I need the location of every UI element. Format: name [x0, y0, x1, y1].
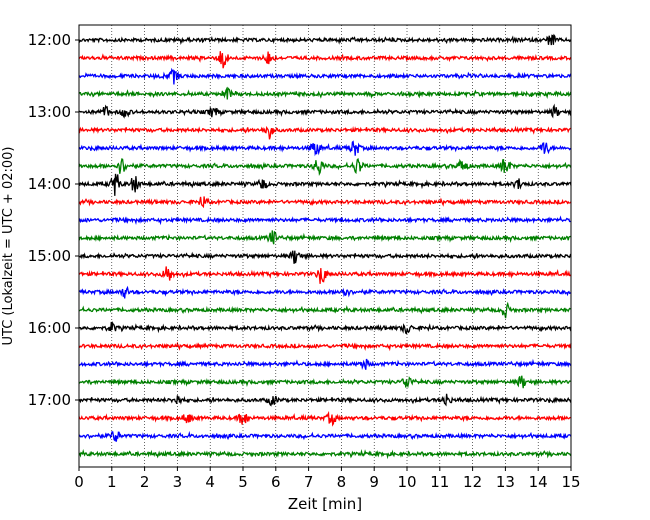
trace-1530 — [78, 285, 572, 299]
trace-1315 — [78, 125, 571, 140]
trace-1745 — [78, 448, 572, 460]
x-tick-label: 7 — [304, 473, 314, 491]
x-axis-label: Zeit [min] — [288, 495, 362, 513]
y-axis-label: UTC (Lokalzeit = UTC + 02:00) — [1, 147, 16, 346]
trace-1715 — [78, 410, 572, 427]
traces — [78, 33, 572, 460]
x-tick-label: 5 — [238, 473, 248, 491]
y-axis-ticks: 12:00 13:00 14:00 15:00 16:00 17:00 — [28, 31, 79, 409]
trace-1430 — [78, 215, 571, 226]
y-tick-label: 14:00 — [28, 175, 71, 193]
trace-1415 — [78, 196, 572, 209]
trace-1230 — [78, 67, 572, 85]
trace-1445 — [78, 230, 572, 245]
x-tick-label: 4 — [205, 473, 215, 491]
trace-1245 — [78, 86, 572, 100]
x-tick-label: 3 — [173, 473, 183, 491]
trace-1515 — [78, 266, 572, 284]
trace-1300 — [78, 103, 572, 119]
y-tick-label: 13:00 — [28, 103, 71, 121]
y-tick-label: 17:00 — [28, 391, 71, 409]
x-tick-label: 15 — [561, 473, 580, 491]
trace-1545 — [79, 301, 572, 319]
trace-1600 — [78, 321, 572, 335]
x-tick-label: 9 — [369, 473, 379, 491]
trace-1345 — [78, 157, 572, 176]
trace-1700 — [78, 393, 572, 407]
trace-1215 — [78, 51, 572, 69]
trace-1730 — [78, 430, 572, 442]
x-tick-label: 14 — [529, 473, 548, 491]
trace-1500 — [78, 250, 572, 264]
x-tick-label: 10 — [397, 473, 416, 491]
y-tick-label: 16:00 — [28, 319, 71, 337]
x-axis-ticks: 0 1 2 3 4 5 6 7 8 9 10 11 12 13 14 15 — [74, 467, 581, 491]
trace-1615 — [78, 341, 572, 352]
trace-1645 — [78, 375, 572, 389]
x-tick-label: 11 — [430, 473, 449, 491]
x-tick-label: 13 — [496, 473, 515, 491]
y-tick-label: 12:00 — [28, 31, 71, 49]
x-tick-label: 1 — [107, 473, 117, 491]
trace-1200 — [78, 33, 572, 46]
x-tick-label: 6 — [271, 473, 281, 491]
trace-1630 — [78, 358, 572, 370]
y-tick-label: 15:00 — [28, 247, 71, 265]
x-tick-label: 8 — [337, 473, 347, 491]
x-tick-label: 12 — [463, 473, 482, 491]
trace-1400 — [78, 173, 572, 196]
plot-frame — [78, 24, 572, 468]
x-tick-label: 2 — [140, 473, 150, 491]
x-tick-label: 0 — [74, 473, 84, 491]
trace-1330 — [78, 140, 572, 157]
